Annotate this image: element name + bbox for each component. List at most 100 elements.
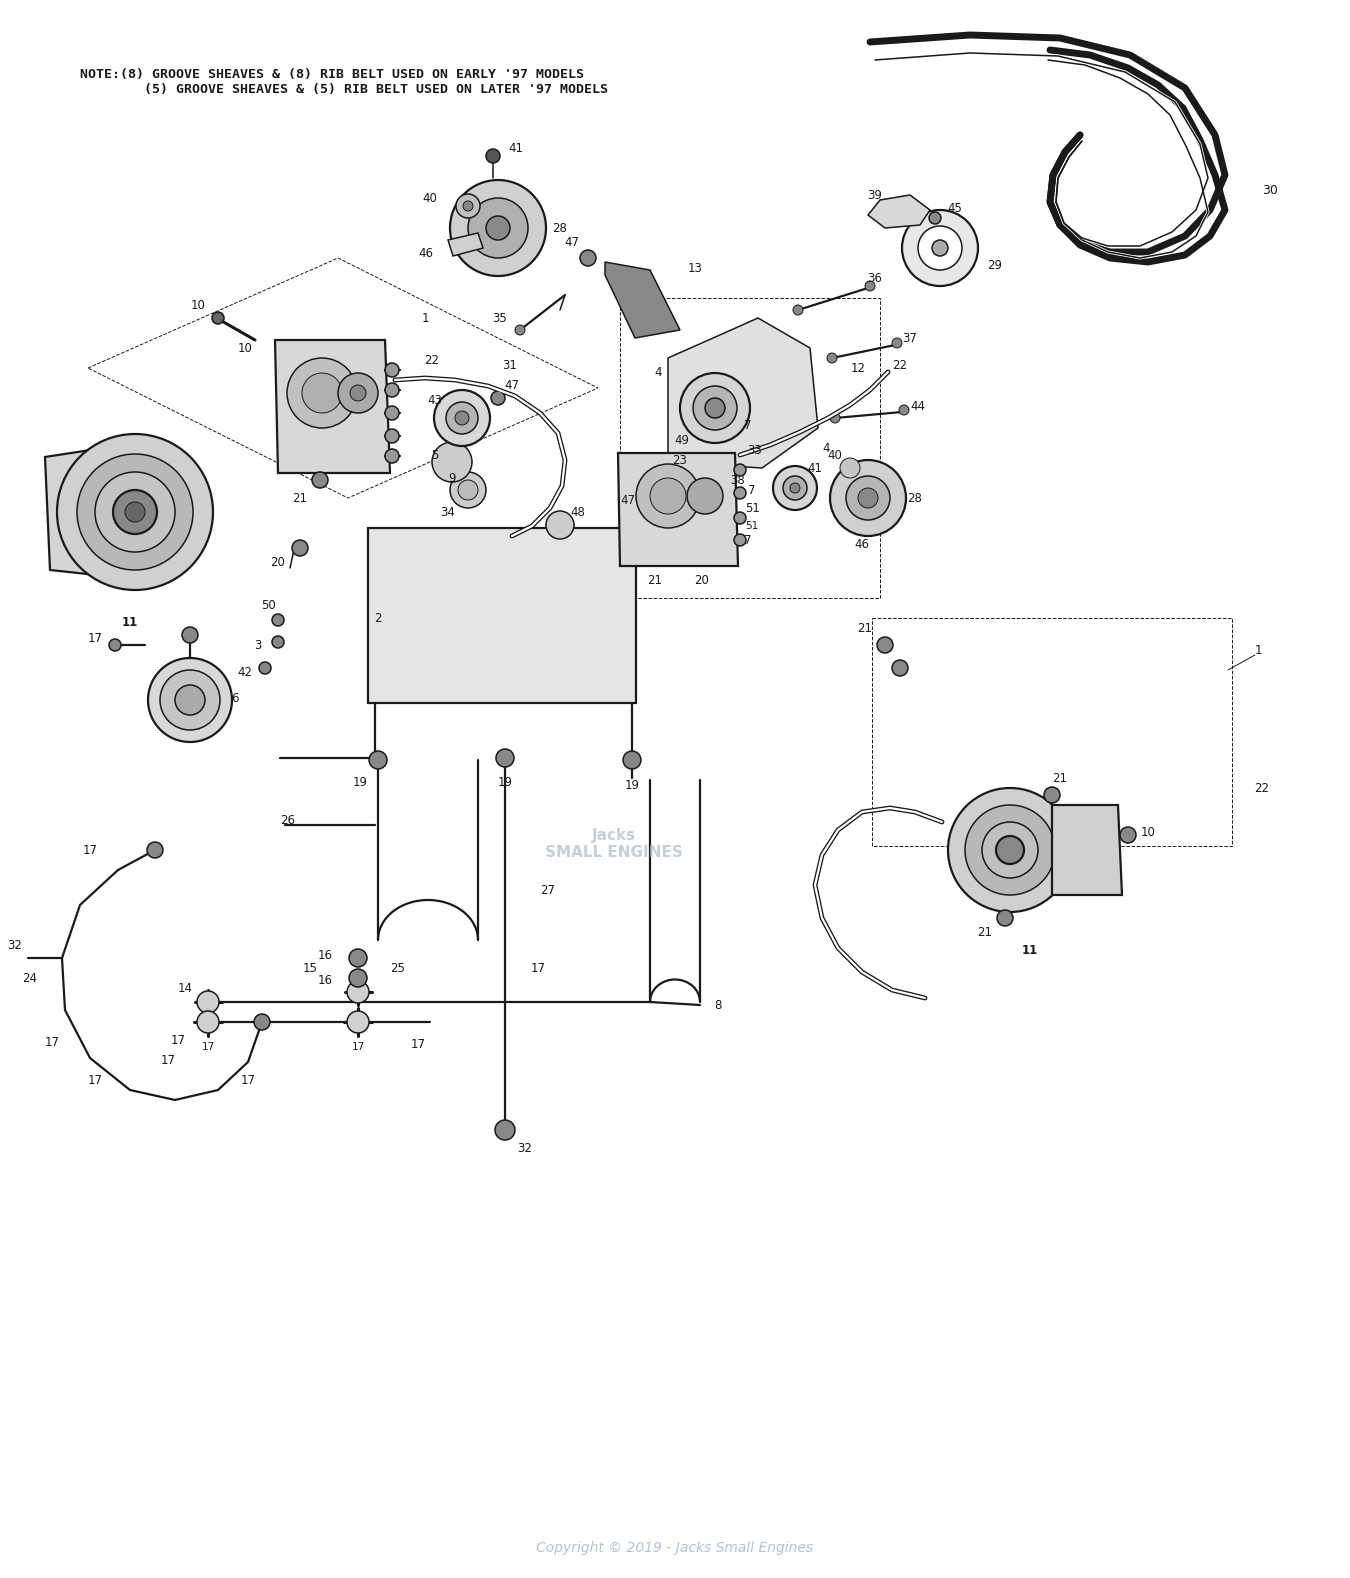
- Text: 10: 10: [190, 298, 205, 311]
- Text: 48: 48: [571, 505, 586, 519]
- Text: 17: 17: [351, 1041, 364, 1053]
- Text: 47: 47: [505, 379, 520, 391]
- Text: 40: 40: [423, 191, 437, 205]
- Circle shape: [254, 1015, 270, 1030]
- Circle shape: [892, 338, 902, 349]
- Text: 50: 50: [261, 598, 275, 612]
- Text: 16: 16: [317, 974, 332, 986]
- Text: Copyright © 2019 - Jacks Small Engines: Copyright © 2019 - Jacks Small Engines: [536, 1542, 814, 1554]
- Circle shape: [350, 969, 367, 986]
- Circle shape: [271, 614, 284, 626]
- Polygon shape: [868, 196, 930, 227]
- Circle shape: [456, 194, 481, 218]
- Polygon shape: [618, 453, 738, 567]
- Circle shape: [259, 663, 271, 674]
- Circle shape: [271, 636, 284, 649]
- Circle shape: [918, 226, 963, 270]
- Text: 25: 25: [390, 961, 405, 975]
- Text: 20: 20: [270, 555, 285, 568]
- Text: 7: 7: [744, 533, 752, 546]
- Circle shape: [347, 982, 369, 1004]
- Circle shape: [385, 406, 400, 420]
- Circle shape: [774, 466, 817, 510]
- Text: 26: 26: [281, 814, 296, 827]
- Text: 1: 1: [421, 311, 429, 325]
- Circle shape: [899, 406, 909, 415]
- Circle shape: [433, 390, 490, 447]
- Text: 19: 19: [352, 775, 367, 789]
- Text: 17: 17: [201, 1041, 215, 1053]
- Text: 36: 36: [868, 271, 883, 284]
- Circle shape: [1120, 827, 1135, 843]
- Text: 28: 28: [552, 221, 567, 235]
- Circle shape: [350, 948, 367, 967]
- Text: 19: 19: [498, 775, 513, 789]
- Text: Jacks
SMALL ENGINES: Jacks SMALL ENGINES: [545, 828, 683, 860]
- Text: 11: 11: [122, 615, 138, 628]
- Circle shape: [486, 216, 510, 240]
- Text: 12: 12: [850, 361, 865, 374]
- Circle shape: [545, 511, 574, 540]
- Circle shape: [126, 502, 144, 522]
- Circle shape: [176, 685, 205, 715]
- Text: 5: 5: [431, 448, 439, 461]
- Text: 9: 9: [448, 472, 456, 484]
- Circle shape: [288, 358, 356, 428]
- Circle shape: [446, 402, 478, 434]
- Text: 47: 47: [621, 494, 636, 507]
- Text: 13: 13: [687, 262, 702, 275]
- Text: 10: 10: [1141, 825, 1156, 838]
- Text: 22: 22: [1254, 781, 1269, 794]
- Circle shape: [450, 472, 486, 508]
- Text: 15: 15: [302, 961, 317, 975]
- Circle shape: [468, 197, 528, 257]
- Polygon shape: [605, 262, 680, 338]
- Circle shape: [385, 429, 400, 443]
- Circle shape: [514, 325, 525, 335]
- Circle shape: [350, 385, 366, 401]
- Polygon shape: [45, 447, 115, 578]
- Circle shape: [338, 372, 378, 413]
- Circle shape: [830, 461, 906, 537]
- Text: 2: 2: [374, 612, 382, 625]
- Text: 17: 17: [161, 1054, 176, 1067]
- Circle shape: [292, 540, 308, 555]
- Text: 35: 35: [493, 311, 508, 325]
- Text: 45: 45: [948, 202, 963, 215]
- Circle shape: [486, 148, 500, 163]
- Circle shape: [865, 281, 875, 290]
- Circle shape: [385, 450, 400, 462]
- Text: 14: 14: [177, 982, 193, 994]
- Text: 4: 4: [655, 366, 662, 379]
- Circle shape: [790, 483, 801, 492]
- Text: 17: 17: [88, 631, 103, 644]
- Text: 10: 10: [238, 341, 252, 355]
- Circle shape: [312, 472, 328, 488]
- Circle shape: [109, 639, 122, 652]
- Circle shape: [948, 787, 1072, 912]
- Circle shape: [636, 464, 701, 529]
- Circle shape: [385, 383, 400, 398]
- Circle shape: [161, 671, 220, 731]
- Text: 38: 38: [730, 473, 745, 486]
- Text: 21: 21: [977, 926, 992, 939]
- Text: 20: 20: [694, 573, 710, 587]
- Circle shape: [491, 391, 505, 406]
- Text: 28: 28: [907, 491, 922, 505]
- Text: 31: 31: [502, 358, 517, 371]
- Circle shape: [95, 472, 176, 552]
- Circle shape: [705, 398, 725, 418]
- Text: 6: 6: [231, 691, 239, 704]
- Circle shape: [369, 751, 387, 768]
- Circle shape: [148, 658, 232, 742]
- Circle shape: [450, 180, 545, 276]
- Circle shape: [687, 478, 724, 514]
- Circle shape: [495, 1120, 514, 1139]
- Text: 16: 16: [317, 948, 332, 961]
- Circle shape: [828, 353, 837, 363]
- Text: 22: 22: [892, 358, 907, 371]
- Circle shape: [649, 478, 686, 514]
- Text: 41: 41: [509, 142, 524, 155]
- Text: NOTE:(8) GROOVE SHEAVES & (8) RIB BELT USED ON EARLY '97 MODELS
        (5) GROO: NOTE:(8) GROOVE SHEAVES & (8) RIB BELT U…: [80, 68, 608, 96]
- Circle shape: [734, 511, 747, 524]
